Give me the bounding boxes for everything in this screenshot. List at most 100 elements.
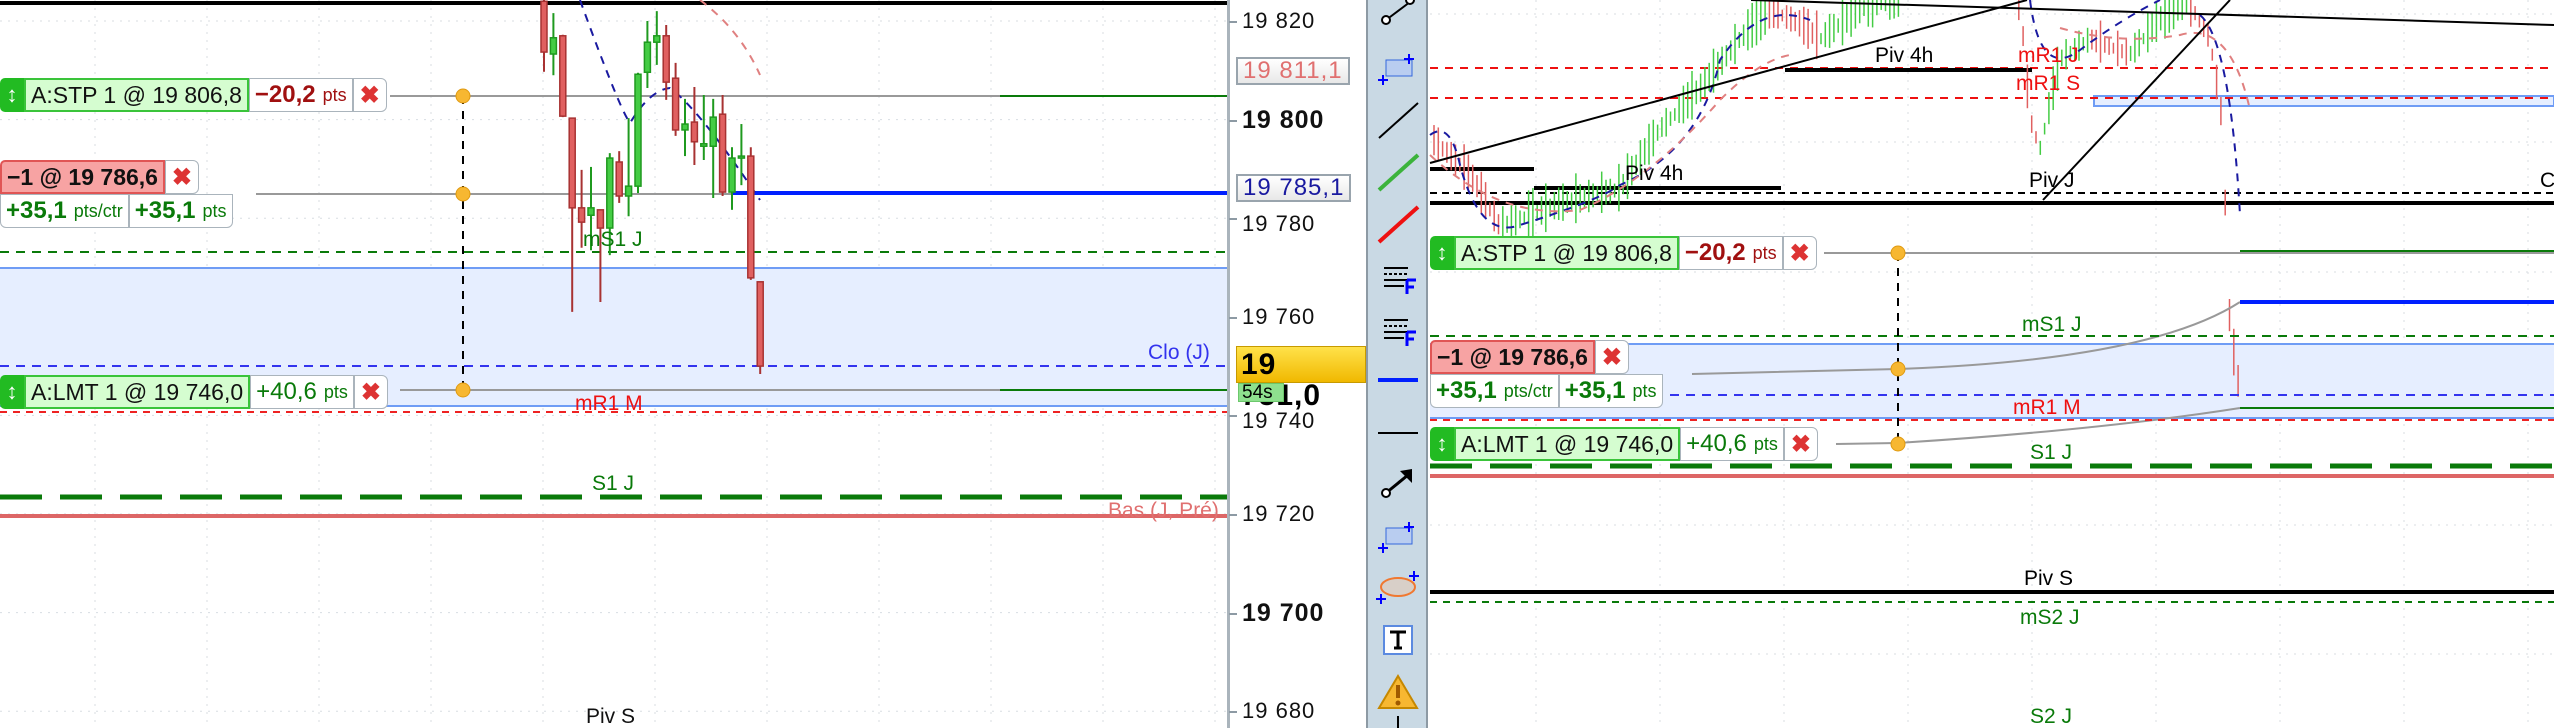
alert-icon[interactable] bbox=[1376, 672, 1420, 712]
candle bbox=[747, 147, 755, 280]
drag-arrows-icon[interactable]: ↕ bbox=[0, 375, 24, 409]
axis-tick bbox=[1229, 711, 1237, 714]
drawing-toolbar bbox=[1366, 0, 1428, 728]
candle bbox=[700, 94, 708, 161]
candle bbox=[737, 124, 746, 186]
level-label-c: C bbox=[2540, 169, 2554, 192]
candle bbox=[577, 169, 586, 248]
level-label-piv4h: Piv 4h bbox=[1875, 44, 1934, 67]
toolbar-more-handle[interactable] bbox=[1397, 716, 1399, 728]
drag-arrows-icon[interactable]: ↕ bbox=[1430, 236, 1454, 270]
text-tool-icon[interactable] bbox=[1376, 620, 1420, 660]
position-drag-handle[interactable] bbox=[455, 186, 471, 202]
axis-tick bbox=[1229, 415, 1237, 418]
cancel-stop-icon[interactable]: ✖ bbox=[352, 78, 387, 112]
level-label-ms1j: mS1 J bbox=[583, 228, 643, 251]
limit-order-tag[interactable]: ↕ A:LMT 1 @ 19 746,0 +40,6 pts ✖ bbox=[0, 375, 388, 409]
drag-arrows-icon[interactable]: ↕ bbox=[1430, 427, 1454, 461]
stop-order-tag[interactable]: ↕ A:STP 1 @ 19 806,8 −20,2 pts ✖ bbox=[0, 78, 387, 112]
stop-order-pnl: −20,2 pts bbox=[248, 78, 353, 112]
axis-tick-label: 19 680 bbox=[1242, 698, 1316, 724]
close-position-icon[interactable]: ✖ bbox=[164, 160, 199, 194]
position-tag[interactable]: −1 @ 19 786,6 ✖ bbox=[0, 160, 199, 194]
stop-order-label[interactable]: A:STP 1 @ 19 806,8 bbox=[24, 78, 249, 112]
level-label-mr1j: mR1 J bbox=[2018, 44, 2079, 67]
grid bbox=[0, 0, 1228, 728]
level-label-s1j: S1 J bbox=[592, 472, 635, 495]
last-price-tag: 19 751,0 bbox=[1236, 346, 1366, 411]
candle bbox=[615, 151, 623, 203]
cancel-limit-icon[interactable]: ✖ bbox=[1783, 427, 1818, 461]
blue-horizontal-line-icon[interactable] bbox=[1376, 360, 1420, 400]
axis-tick bbox=[1229, 612, 1237, 615]
zone-rectangle[interactable] bbox=[2093, 95, 2554, 107]
stop-order-tag-right[interactable]: ↕ A:STP 1 @ 19 806,8 −20,2 pts ✖ bbox=[1430, 236, 1817, 270]
candle bbox=[606, 153, 614, 256]
stop-order-label[interactable]: A:STP 1 @ 19 806,8 bbox=[1454, 236, 1679, 270]
drag-arrows-icon[interactable]: ↕ bbox=[0, 78, 24, 112]
candle bbox=[690, 87, 699, 165]
stop-drag-handle[interactable] bbox=[455, 88, 471, 104]
level-label-ms1j: mS1 J bbox=[2022, 313, 2082, 336]
candle bbox=[653, 11, 661, 65]
level-label-mr1s: mR1 S bbox=[2016, 72, 2081, 95]
candle bbox=[624, 118, 633, 217]
candle bbox=[728, 147, 736, 210]
position-label[interactable]: −1 @ 19 786,6 bbox=[0, 160, 165, 194]
candle bbox=[568, 117, 576, 312]
candle bbox=[596, 209, 605, 303]
ellipse-tool-icon[interactable] bbox=[1376, 567, 1420, 607]
black-horizontal-line-icon[interactable] bbox=[1376, 413, 1420, 453]
stop-order-pnl: −20,2 pts bbox=[1678, 236, 1783, 270]
position-label[interactable]: −1 @ 19 786,6 bbox=[1430, 340, 1595, 374]
rectangle-tool-icon[interactable] bbox=[1376, 48, 1420, 88]
bar-countdown: 54s bbox=[1238, 383, 1284, 402]
axis-tick bbox=[1229, 316, 1237, 319]
cancel-limit-icon[interactable]: ✖ bbox=[353, 375, 388, 409]
axis-tick-label: 19 720 bbox=[1242, 501, 1316, 526]
zone-tool-icon[interactable] bbox=[1376, 516, 1420, 556]
axis-tick bbox=[1229, 514, 1237, 516]
position-tag-right[interactable]: −1 @ 19 786,6 ✖ bbox=[1430, 340, 1629, 374]
limit-order-tag-right[interactable]: ↕ A:LMT 1 @ 19 746,0 +40,6 pts ✖ bbox=[1430, 427, 1818, 461]
limit-order-label[interactable]: A:LMT 1 @ 19 746,0 bbox=[1454, 427, 1681, 461]
candle bbox=[671, 62, 680, 136]
candle bbox=[709, 98, 717, 198]
axis-tick-label: 19 780 bbox=[1242, 211, 1316, 237]
price-marker-red: 19 811,1 bbox=[1236, 57, 1350, 85]
candle bbox=[662, 24, 670, 100]
limit-order-label[interactable]: A:LMT 1 @ 19 746,0 bbox=[24, 375, 251, 409]
arrow-tool-icon[interactable] bbox=[1376, 463, 1420, 503]
axis-tick bbox=[1229, 119, 1237, 122]
black-line-icon[interactable] bbox=[1376, 100, 1420, 140]
axis-tick-label: 19 820 bbox=[1242, 8, 1316, 33]
candle bbox=[549, 13, 558, 76]
segment-tool-icon[interactable] bbox=[1376, 0, 1420, 30]
level-label-bas: Bas (J, Pré) bbox=[1108, 499, 1219, 522]
level-label-s2j: S2 J bbox=[2030, 705, 2073, 728]
axis-tick-label: 19 700 bbox=[1242, 598, 1325, 627]
candle bbox=[559, 34, 567, 118]
axis-tick-label: 19 800 bbox=[1242, 105, 1325, 134]
level-label-pivs: Piv S bbox=[2024, 567, 2074, 590]
red-line-icon[interactable] bbox=[1376, 204, 1420, 244]
fibonacci-ext-icon[interactable] bbox=[1376, 310, 1420, 350]
level-label-clo: Clo (J) bbox=[1148, 341, 1210, 364]
candle bbox=[540, 0, 548, 72]
fast-ma bbox=[579, 0, 761, 201]
close-position-icon[interactable]: ✖ bbox=[1594, 340, 1629, 374]
candle bbox=[643, 21, 652, 89]
fibonacci-icon[interactable] bbox=[1376, 258, 1420, 298]
cancel-stop-icon[interactable]: ✖ bbox=[1782, 236, 1817, 270]
level-label-ms2j: mS2 J bbox=[2020, 606, 2080, 629]
axis-tick bbox=[1229, 218, 1237, 221]
position-pnl: +35,1 pts/ctr +35,1 pts bbox=[0, 194, 233, 228]
axis-tick bbox=[1229, 21, 1237, 23]
candle bbox=[718, 94, 727, 197]
green-line-icon[interactable] bbox=[1376, 152, 1420, 192]
price-axis-line[interactable] bbox=[1227, 0, 1230, 728]
limit-drag-handle[interactable] bbox=[455, 382, 471, 398]
level-label-mr1m: mR1 M bbox=[575, 392, 643, 415]
level-label-pivs: Piv S bbox=[586, 705, 636, 728]
level-label-s1j: S1 J bbox=[2030, 441, 2073, 464]
